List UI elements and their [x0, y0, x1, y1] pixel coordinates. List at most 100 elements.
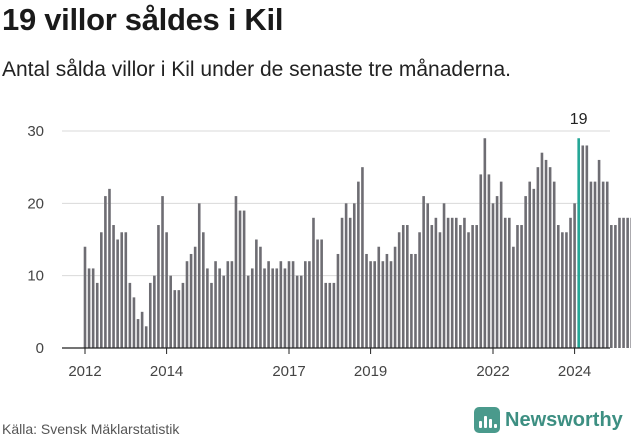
bar	[230, 261, 234, 348]
bar	[573, 203, 576, 348]
bar	[524, 196, 527, 348]
x-axis-ticks: 2012 2014 2017 2019 2022 2024	[68, 348, 591, 380]
y-axis-ticks: 0 10 20 30	[27, 123, 44, 357]
bar	[597, 159, 601, 348]
bar-chart: 0 10 20 30 2012 2014 2017 2019 2022 2024 19	[27, 111, 631, 380]
bar	[446, 217, 450, 348]
bar	[397, 232, 401, 348]
bar	[308, 261, 311, 348]
bar	[459, 225, 462, 348]
x-tick-label: 2024	[558, 363, 591, 380]
bar	[532, 188, 536, 348]
chart-subtitle: Antal sålda villor i Kil under de senast…	[2, 58, 511, 81]
bar	[202, 232, 205, 348]
bar	[234, 196, 238, 348]
bar	[565, 232, 568, 348]
bar	[259, 246, 262, 348]
x-tick-label: 2012	[68, 363, 101, 380]
bar	[369, 261, 372, 348]
bar	[304, 261, 307, 348]
y-tick-label: 20	[27, 195, 44, 212]
bar	[83, 246, 87, 348]
bar	[622, 217, 625, 348]
bar	[601, 181, 605, 348]
bar	[516, 225, 519, 348]
bar	[218, 268, 221, 348]
bar	[508, 217, 511, 348]
bar	[544, 159, 548, 348]
bar	[467, 232, 470, 348]
bar	[385, 253, 389, 348]
bar	[556, 225, 560, 348]
bar	[410, 253, 413, 348]
bar	[450, 217, 454, 348]
y-tick-label: 30	[27, 123, 44, 140]
bar	[344, 203, 348, 348]
bar	[320, 239, 323, 348]
bar	[569, 217, 572, 348]
newsworthy-logo: Newsworthy	[474, 406, 623, 434]
bar	[406, 225, 409, 348]
bar	[365, 253, 368, 348]
bar	[316, 239, 319, 348]
bar	[430, 225, 434, 348]
bar	[495, 196, 499, 348]
bar	[238, 210, 242, 348]
bar	[393, 246, 397, 348]
bar	[267, 261, 270, 348]
bar	[479, 174, 483, 348]
x-tick-label: 2022	[476, 363, 509, 380]
bar	[271, 268, 274, 348]
bar	[520, 225, 523, 348]
bar	[173, 290, 177, 348]
bar	[132, 297, 136, 348]
bar	[552, 181, 556, 348]
bar	[108, 188, 111, 348]
bar	[242, 210, 246, 348]
gridlines	[62, 130, 610, 277]
bar	[157, 225, 160, 348]
bar	[373, 261, 376, 348]
bar	[548, 167, 552, 348]
highlight-value-label: 19	[570, 111, 588, 128]
bar	[124, 232, 128, 348]
bar	[153, 275, 156, 348]
bar	[381, 261, 385, 348]
bar	[295, 275, 299, 348]
bar	[255, 239, 258, 348]
bar	[536, 167, 540, 348]
bar	[414, 253, 417, 348]
y-tick-label: 0	[36, 340, 44, 357]
bar	[618, 217, 621, 348]
bar	[589, 181, 593, 348]
bar	[128, 282, 132, 348]
bar	[95, 282, 99, 348]
data-labels: 19	[570, 111, 588, 128]
bar	[585, 145, 589, 348]
bar	[487, 174, 491, 348]
x-tick-label: 2017	[272, 363, 305, 380]
bar	[100, 232, 103, 348]
bar	[438, 232, 442, 348]
bar	[206, 268, 209, 348]
bar	[189, 253, 193, 348]
bar	[332, 282, 336, 348]
bar	[250, 268, 254, 348]
bar	[275, 268, 279, 348]
bar	[120, 232, 124, 348]
bar	[357, 181, 360, 348]
bar	[610, 225, 613, 348]
bar	[463, 217, 466, 348]
bar	[312, 217, 315, 348]
bar	[418, 232, 421, 348]
bar	[291, 261, 295, 348]
bar	[491, 203, 495, 348]
bar	[328, 282, 332, 348]
bar	[471, 225, 474, 348]
bar	[87, 268, 91, 348]
bar	[475, 225, 478, 348]
bar	[193, 246, 197, 348]
x-tick-label: 2019	[354, 363, 387, 380]
bar-highlight	[577, 138, 580, 348]
bar	[593, 181, 597, 348]
